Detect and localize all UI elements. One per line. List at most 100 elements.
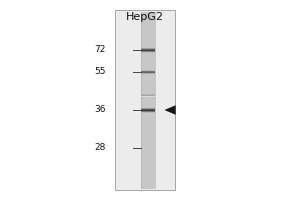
Bar bbox=[141, 94, 155, 95]
Bar bbox=[141, 162, 155, 164]
Bar bbox=[141, 126, 155, 129]
Bar bbox=[141, 12, 155, 15]
Bar bbox=[141, 94, 155, 95]
Bar bbox=[141, 146, 155, 149]
Bar bbox=[141, 82, 155, 85]
Bar bbox=[141, 49, 155, 50]
Bar bbox=[141, 51, 155, 52]
Bar bbox=[141, 164, 155, 166]
Bar bbox=[141, 48, 155, 49]
Bar bbox=[141, 27, 155, 30]
Text: 55: 55 bbox=[94, 68, 106, 76]
Bar bbox=[141, 70, 155, 71]
Bar bbox=[141, 115, 155, 118]
Bar bbox=[141, 72, 155, 73]
Bar bbox=[141, 38, 155, 41]
Bar bbox=[141, 50, 155, 51]
Bar bbox=[141, 70, 155, 71]
Bar bbox=[141, 135, 155, 138]
Bar bbox=[141, 111, 155, 112]
Bar bbox=[141, 76, 155, 78]
Bar bbox=[141, 131, 155, 134]
Bar bbox=[141, 100, 155, 103]
Bar bbox=[141, 140, 155, 142]
Bar bbox=[141, 108, 155, 109]
Bar bbox=[141, 111, 155, 114]
Bar bbox=[141, 52, 155, 54]
Bar bbox=[141, 137, 155, 140]
Bar bbox=[141, 112, 155, 113]
Bar bbox=[141, 157, 155, 160]
Bar bbox=[141, 16, 155, 19]
Bar bbox=[141, 98, 155, 100]
Bar bbox=[141, 34, 155, 37]
Bar bbox=[141, 110, 155, 111]
Text: 28: 28 bbox=[94, 144, 106, 152]
Bar bbox=[141, 96, 155, 97]
Bar bbox=[141, 71, 155, 72]
Bar bbox=[141, 159, 155, 162]
Bar bbox=[141, 36, 155, 39]
Bar bbox=[141, 91, 155, 94]
Bar bbox=[141, 63, 155, 65]
Bar bbox=[141, 58, 155, 61]
Bar bbox=[141, 47, 155, 50]
Bar bbox=[141, 67, 155, 70]
Bar bbox=[141, 144, 155, 147]
Bar bbox=[141, 95, 155, 96]
Bar bbox=[141, 19, 155, 21]
Bar bbox=[141, 52, 155, 53]
Bar bbox=[141, 56, 155, 59]
Bar bbox=[141, 175, 155, 178]
Bar bbox=[141, 107, 155, 109]
Bar bbox=[141, 45, 155, 48]
Bar bbox=[141, 186, 155, 188]
Bar bbox=[141, 65, 155, 68]
Bar bbox=[141, 71, 155, 72]
Bar bbox=[141, 70, 155, 71]
Bar bbox=[141, 95, 155, 96]
Bar bbox=[141, 54, 155, 56]
Bar bbox=[141, 122, 155, 125]
Bar bbox=[141, 111, 155, 112]
Bar bbox=[141, 87, 155, 90]
Bar bbox=[141, 80, 155, 83]
Bar bbox=[141, 155, 155, 158]
Bar bbox=[115, 10, 175, 190]
Bar bbox=[141, 51, 155, 52]
Bar bbox=[141, 108, 155, 109]
Bar bbox=[141, 104, 155, 107]
Text: HepG2: HepG2 bbox=[126, 12, 164, 22]
Bar bbox=[141, 96, 155, 97]
Bar bbox=[141, 23, 155, 26]
Bar bbox=[141, 181, 155, 184]
Bar bbox=[141, 73, 155, 74]
Bar bbox=[141, 48, 155, 49]
Bar bbox=[141, 129, 155, 131]
Bar bbox=[141, 49, 155, 50]
Bar bbox=[141, 89, 155, 92]
Bar bbox=[141, 96, 155, 97]
Bar bbox=[141, 71, 155, 74]
Bar bbox=[141, 113, 155, 116]
Text: 36: 36 bbox=[94, 106, 106, 114]
Bar bbox=[141, 151, 155, 153]
Bar bbox=[141, 69, 155, 72]
Bar bbox=[141, 85, 155, 87]
Bar bbox=[141, 102, 155, 105]
Bar bbox=[141, 148, 155, 151]
Bar bbox=[141, 118, 155, 120]
Bar bbox=[141, 179, 155, 182]
Bar bbox=[141, 110, 155, 111]
Bar bbox=[141, 50, 155, 51]
Bar bbox=[141, 184, 155, 186]
Bar bbox=[141, 49, 155, 50]
Bar bbox=[141, 153, 155, 156]
Bar bbox=[141, 110, 155, 111]
Bar bbox=[141, 48, 155, 49]
Bar bbox=[141, 47, 155, 48]
Bar bbox=[141, 73, 155, 74]
Bar bbox=[141, 50, 155, 51]
Bar bbox=[141, 21, 155, 23]
Bar bbox=[141, 30, 155, 32]
